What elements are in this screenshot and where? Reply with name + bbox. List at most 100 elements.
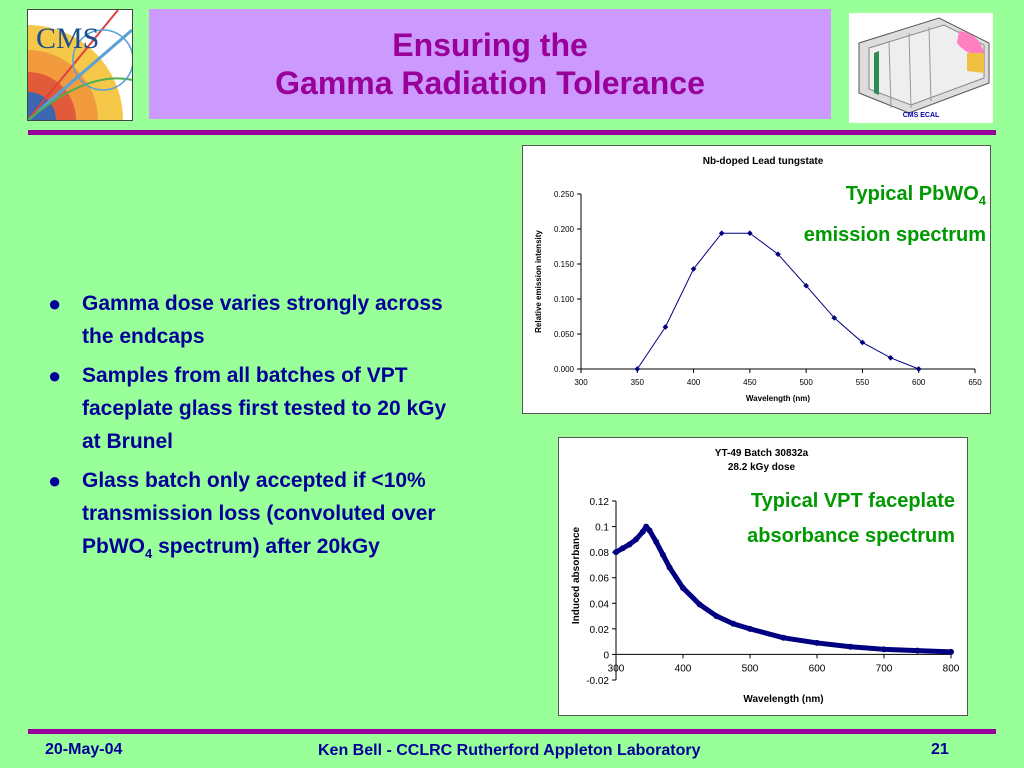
absorbance-data-point xyxy=(680,584,686,591)
bullet-text: Gamma dose varies strongly across the en… xyxy=(82,292,443,348)
emission-data-point xyxy=(859,339,866,346)
absorbance-data-point xyxy=(646,527,653,534)
x-tick-label: 400 xyxy=(687,378,701,387)
y-tick-label: 0.050 xyxy=(554,330,575,339)
emission-callout-subscript: 4 xyxy=(978,193,986,208)
y-tick-label: 0.100 xyxy=(554,295,575,304)
absorbance-callout-line2: absorbance spectrum xyxy=(747,525,955,547)
x-tick-label: 450 xyxy=(743,378,757,387)
chart-title: Nb-doped Lead tungstate xyxy=(703,156,824,167)
footer-date: 20-May-04 xyxy=(45,741,123,758)
bullet-list: ● Gamma dose varies strongly across the … xyxy=(44,287,464,576)
y-tick-label: -0.02 xyxy=(586,676,609,687)
slide-title: Ensuring the Gamma Radiation Tolerance xyxy=(149,9,831,119)
y-tick-label: 0.12 xyxy=(590,497,610,508)
emission-callout: Typical PbWO4 emission spectrum xyxy=(740,177,986,253)
emission-data-point xyxy=(831,315,838,321)
y-axis-label: Induced absorbance xyxy=(571,526,582,624)
absorbance-callout-line1: Typical VPT faceplate xyxy=(750,490,955,512)
bullet-dot-icon: ● xyxy=(48,363,62,388)
bullet-text: Samples from all batches of VPT faceplat… xyxy=(82,364,447,453)
absorbance-data-point xyxy=(881,646,887,653)
x-tick-label: 300 xyxy=(608,663,625,674)
absorbance-data-point xyxy=(653,538,660,545)
absorbance-chart: YT-49 Batch 30832a 28.2 kGy dose 300 400 500… xyxy=(558,437,968,716)
absorbance-callout: Typical VPT faceplate absorbance spectru… xyxy=(690,484,955,554)
ecal-label: CMS ECAL xyxy=(902,112,940,119)
absorbance-data-point xyxy=(730,620,737,627)
chart-title-line-2: 28.2 kGy dose xyxy=(728,462,796,473)
absorbance-data-point xyxy=(847,643,854,650)
x-tick-label: 600 xyxy=(809,663,826,674)
absorbance-data-point xyxy=(780,634,787,641)
chart-title-line-1: YT-49 Batch 30832a xyxy=(715,448,809,459)
footer-page-number: 21 xyxy=(931,741,949,758)
y-tick-label: 0.06 xyxy=(590,574,610,585)
x-tick-label: 700 xyxy=(876,663,893,674)
bullet-item: ● Glass batch only accepted if <10% tran… xyxy=(44,464,464,570)
y-tick-label: 0.08 xyxy=(590,548,610,559)
x-tick-label: 500 xyxy=(799,378,813,387)
absorbance-data-point xyxy=(948,648,954,655)
absorbance-data-point xyxy=(613,549,619,556)
absorbance-data-point xyxy=(666,564,673,571)
y-tick-label: 0.1 xyxy=(595,523,609,534)
top-divider xyxy=(28,130,996,135)
emission-data-point xyxy=(915,366,922,372)
x-tick-label: 300 xyxy=(574,378,588,387)
bullet-dot-icon: ● xyxy=(48,468,62,493)
emission-data-point xyxy=(775,251,781,258)
absorbance-data-point xyxy=(639,528,646,535)
emission-data-point xyxy=(634,366,641,372)
x-tick-label: 650 xyxy=(968,378,982,387)
absorbance-data-point xyxy=(713,613,720,620)
absorbance-data-point xyxy=(659,551,666,558)
absorbance-data-point xyxy=(814,639,820,646)
x-tick-label: 500 xyxy=(742,663,759,674)
absorbance-data-point xyxy=(696,601,703,608)
ecal-detector-image: CMS ECAL xyxy=(849,13,993,123)
y-tick-label: 0.04 xyxy=(590,599,610,610)
footer-author: Ken Bell - CCLRC Rutherford Appleton Lab… xyxy=(318,742,701,759)
absorbance-data-point xyxy=(747,625,753,632)
y-axis-label: Relative emission intensity xyxy=(534,230,543,333)
ecal-drawing xyxy=(858,17,990,114)
cms-logo-text: CMS xyxy=(36,22,99,55)
absorbance-data-point xyxy=(633,536,640,543)
bullet-text: Glass batch only accepted if <10% transm… xyxy=(82,469,436,558)
y-tick-label: 0.000 xyxy=(554,365,575,374)
cms-logo-graphic: CMS xyxy=(28,10,132,120)
y-tick-label: 0.02 xyxy=(590,625,610,636)
x-axis-label: Wavelength (nm) xyxy=(743,694,823,705)
bullet-item: ● Gamma dose varies strongly across the … xyxy=(44,287,464,353)
cms-logo: CMS xyxy=(27,9,133,121)
bullet-text-cont: spectrum) after 20kGy xyxy=(152,535,380,558)
absorbance-chart-svg: YT-49 Batch 30832a 28.2 kGy dose 300 400 500… xyxy=(571,448,960,705)
x-tick-label: 600 xyxy=(912,378,926,387)
y-tick-label: 0.250 xyxy=(554,190,575,199)
bottom-divider xyxy=(28,729,996,734)
emission-chart-svg: Nb-doped Lead tungstate 300 350 400 450 500 55… xyxy=(534,156,982,403)
emission-callout-line2: emission spectrum xyxy=(803,224,986,246)
y-tick-label: 0.150 xyxy=(554,260,575,269)
emission-data-point xyxy=(803,282,809,289)
x-tick-label: 350 xyxy=(631,378,645,387)
emission-data-point xyxy=(887,354,894,361)
x-tick-label: 400 xyxy=(675,663,692,674)
emission-chart: Nb-doped Lead tungstate 300 350 400 450 500 55… xyxy=(522,145,991,414)
bullet-item: ● Samples from all batches of VPT facepl… xyxy=(44,359,464,458)
absorbance-data-point xyxy=(914,647,921,654)
y-tick-label: 0 xyxy=(603,650,609,661)
title-line-1: Ensuring the xyxy=(392,27,588,63)
emission-data-point xyxy=(747,230,753,237)
title-line-2: Gamma Radiation Tolerance xyxy=(275,65,705,101)
bullet-dot-icon: ● xyxy=(48,291,62,316)
emission-callout-line1: Typical PbWO xyxy=(845,183,979,205)
x-tick-label: 800 xyxy=(943,663,960,674)
bullet-subscript: 4 xyxy=(145,546,153,562)
y-tick-label: 0.200 xyxy=(554,225,575,234)
x-axis-label: Wavelength (nm) xyxy=(746,394,810,403)
x-tick-label: 550 xyxy=(856,378,870,387)
emission-data-point xyxy=(662,324,669,330)
absorbance-data-point xyxy=(619,545,626,552)
